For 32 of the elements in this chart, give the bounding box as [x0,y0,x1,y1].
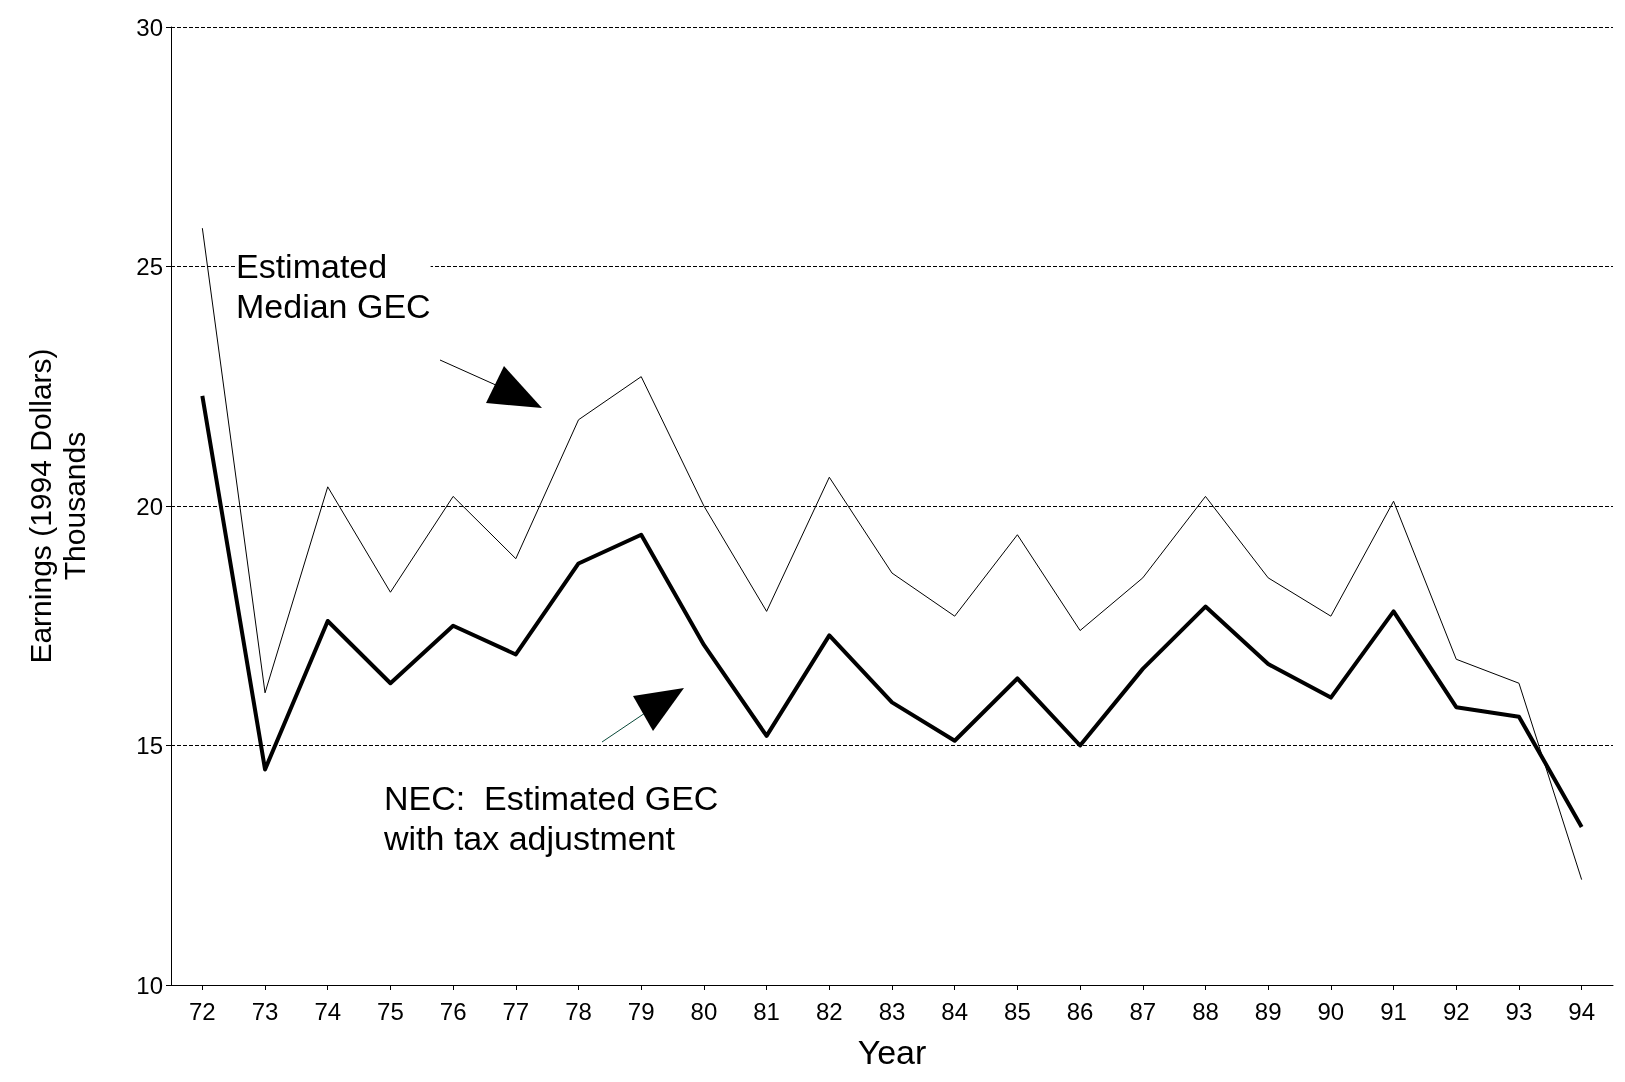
x-tick-label: 76 [439,997,467,1025]
annotation: NEC: Estimated GEC with tax adjustment [383,779,719,857]
x-tick-label: 87 [1129,997,1157,1025]
y-axis-title: Earnings (1994 Dollars) Thousands [23,348,91,664]
x-tick-label: 72 [189,997,216,1025]
x-axis-title: Year [857,1033,927,1071]
x-tick-label: 79 [627,997,655,1025]
x-tick-label: 81 [753,997,780,1025]
x-tick-label: 84 [941,997,969,1025]
x-tick-label: 90 [1317,997,1345,1025]
x-tick-label: 93 [1505,997,1533,1025]
annotation: Estimated Median GEC [236,247,431,325]
y-tick-label: 30 [136,13,163,41]
x-tick-label: 73 [251,997,279,1025]
x-tick-label: 86 [1066,997,1094,1025]
x-tick-label: 92 [1442,997,1470,1025]
y-tick-label: 15 [136,732,163,759]
x-tick-label: 82 [815,997,843,1025]
x-tick-label: 80 [690,997,718,1025]
y-tick-label: 20 [136,492,163,520]
x-tick-label: 89 [1254,997,1282,1025]
y-tick-label: 25 [136,253,163,280]
x-tick-label: 83 [878,997,906,1025]
y-tick-label: 10 [136,971,163,999]
x-tick-label: 78 [565,997,592,1025]
x-tick-label: 85 [1004,997,1031,1025]
x-tick-label: 74 [314,997,342,1025]
x-tick-label: 94 [1568,997,1595,1025]
x-tick-label: 75 [377,997,404,1025]
x-tick-label: 77 [502,997,530,1025]
x-tick-label: 91 [1380,997,1407,1025]
x-tick-label: 88 [1192,997,1219,1025]
